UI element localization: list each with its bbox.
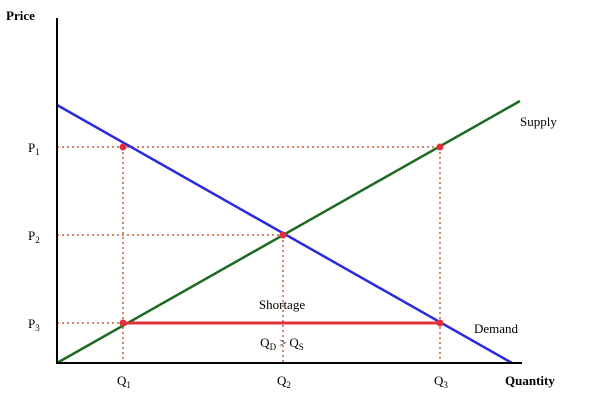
supply-curve <box>56 99 521 365</box>
point <box>279 231 287 239</box>
q: Q <box>260 335 270 350</box>
points <box>119 143 444 327</box>
price-label: P3 <box>28 316 40 333</box>
sub: 1 <box>126 380 131 390</box>
sub: 3 <box>35 323 40 333</box>
quantity-label: Q3 <box>434 373 448 390</box>
p: P <box>28 228 35 243</box>
shortage-condition: QD > QS <box>260 335 304 352</box>
sub: 3 <box>443 380 448 390</box>
supply-label: Supply <box>520 114 557 129</box>
point <box>436 319 444 327</box>
point <box>436 143 444 151</box>
price-label: P2 <box>28 228 40 245</box>
shortage-label: Shortage <box>259 297 305 312</box>
q: Q <box>117 373 127 388</box>
x-axis-label: Quantity <box>505 373 555 388</box>
sub: 2 <box>286 380 291 390</box>
q: Q <box>289 335 299 350</box>
price-label: P1 <box>28 140 40 157</box>
sub: S <box>299 342 304 352</box>
quantity-label: Q2 <box>277 373 291 390</box>
point <box>119 319 127 327</box>
sub: 1 <box>35 147 40 157</box>
q: Q <box>434 373 444 388</box>
p: P <box>28 316 35 331</box>
quantity-label: Q1 <box>117 373 131 390</box>
sub: D <box>270 342 277 352</box>
point <box>119 143 127 151</box>
sub: 2 <box>35 235 40 245</box>
q: Q <box>277 373 287 388</box>
operator: > <box>279 335 286 350</box>
demand-label: Demand <box>474 321 519 336</box>
y-axis-label: Price <box>6 8 35 23</box>
p: P <box>28 140 35 155</box>
